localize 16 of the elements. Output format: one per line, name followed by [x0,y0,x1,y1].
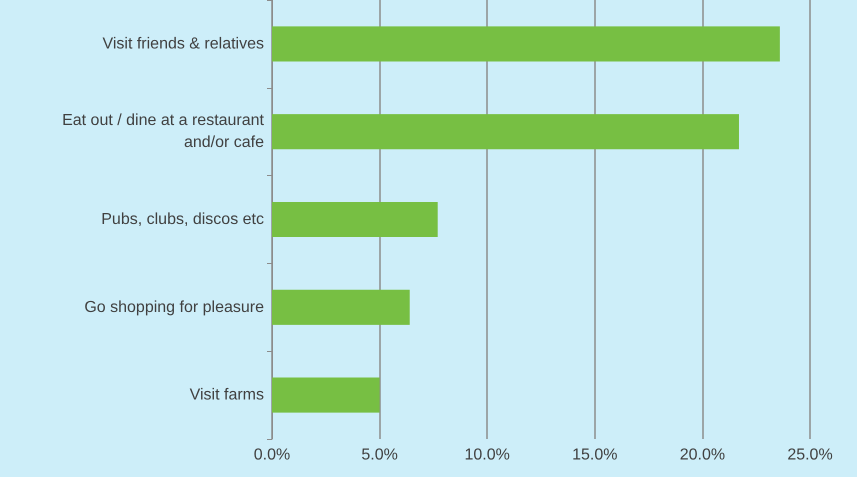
y-tick-label: Go shopping for pleasure [84,298,264,316]
y-tick-label: Eat out / dine at a restaurant and/or cafe [62,112,265,152]
x-tick-label: 10.0% [464,446,510,464]
x-tick-label: 25.0% [787,446,833,464]
y-tick-label: Pubs, clubs, discos etc [101,211,264,228]
bar [272,290,410,325]
x-tick-label: 20.0% [680,446,726,464]
x-tick-label: 15.0% [572,446,618,464]
bar [272,202,438,238]
bar [272,114,739,150]
bar [272,26,780,62]
x-tick-label: 5.0% [361,446,398,464]
y-tick-label: Visit friends & relatives [102,35,264,52]
x-tick-label: 0.0% [254,446,290,464]
y-tick-label: Visit farms [190,386,264,404]
bar [272,378,380,413]
